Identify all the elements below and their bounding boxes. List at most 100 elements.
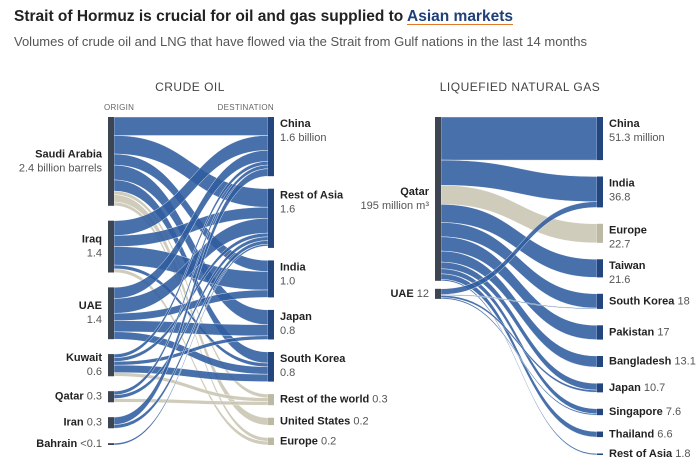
target-node [268,417,274,426]
node-name: United States [280,415,350,427]
node-name: Qatar [400,186,429,198]
source-node [435,288,441,299]
title-highlight: Asian markets [407,8,513,25]
node-name: Saudi Arabia [35,148,103,160]
node-value: 6.6 [657,428,672,440]
node-value: <0.1 [80,438,102,450]
target-node [268,260,274,298]
node-name: South Korea [280,353,346,365]
target-node [597,293,603,309]
flow [113,116,269,136]
node-label: Europe 0.2 [280,435,336,447]
node-value: 1.6 [280,204,295,216]
node-value: 1.6 billion [280,132,326,144]
target-node [268,117,274,177]
target-node [597,223,603,243]
source-node [108,117,114,206]
node-label: Qatar 0.3 [55,391,102,403]
subtitle: Volumes of crude oil and LNG that have f… [14,34,588,49]
node-name: Japan [609,382,641,394]
target-node [268,437,274,445]
node-value: 17 [657,326,669,338]
node-label: Pakistan 17 [609,326,670,338]
node-label: Iran 0.3 [63,417,102,429]
node-name: Singapore [609,406,663,418]
node-name: Iran [63,417,83,429]
node-name: Kuwait [66,352,102,364]
node-name: Rest of Asia [280,190,344,202]
node-value: 12 [417,288,429,300]
node-label: Rest of Asia 1.8 [609,448,691,460]
node-value: 0.3 [372,394,387,406]
target-node [597,355,603,367]
node-name: Rest of Asia [609,448,673,460]
node-label: United States 0.2 [280,415,369,427]
node-value: 51.3 million [609,132,665,144]
node-label: UAE 12 [390,288,429,300]
node-name: Iraq [82,233,102,245]
source-node [108,354,114,377]
node-value: 13.1 [674,355,695,367]
source-node [108,391,114,403]
target-node [268,352,274,382]
node-value: 0.8 [280,367,295,379]
target-heading: DESTINATION [218,103,275,112]
target-node [597,408,603,416]
node-name: Europe [280,435,318,447]
target-node [597,431,603,438]
flow [440,116,598,161]
target-node [268,188,274,248]
node-value: 22.7 [609,239,630,251]
node-label: Bangladesh 13.1 [609,355,696,367]
node-value: 0.3 [87,391,102,403]
node-name: Taiwan [609,260,646,272]
node-value: 0.8 [280,325,295,337]
node-value: 36.8 [609,191,630,203]
chart-title: LIQUEFIED NATURAL GAS [440,80,601,94]
target-node [597,453,603,455]
node-name: China [280,118,311,130]
node-label: South Korea 18 [609,295,690,307]
node-value: 0.3 [87,417,102,429]
node-value: 1.8 [675,448,690,460]
source-node [108,287,114,340]
node-value: 2.4 billion barrels [19,162,103,174]
node-name: India [280,261,307,273]
node-name: China [609,118,640,130]
chart-title: CRUDE OIL [155,80,225,94]
source-node [108,443,114,445]
target-node [597,325,603,340]
target-node [597,383,603,393]
title-text: Strait of Hormuz is crucial for oil and … [14,8,404,25]
target-node [268,394,274,406]
node-name: Bangladesh [609,355,672,367]
node-value: 1.4 [87,314,102,326]
node-label: Singapore 7.6 [609,406,681,418]
node-value: 1.0 [280,275,295,287]
node-value: 18 [677,295,689,307]
node-label: Rest of the world 0.3 [280,394,388,406]
node-name: UAE [79,300,102,312]
node-value: 10.7 [644,382,665,394]
node-label: Japan 10.7 [609,382,665,394]
target-node [268,309,274,340]
node-value: 195 million m³ [361,200,430,212]
title: Strait of Hormuz is crucial for oil and … [14,8,694,26]
source-node [108,417,114,429]
target-node [597,259,603,278]
source-heading: ORIGIN [104,103,134,112]
node-value: 21.6 [609,274,630,286]
node-name: UAE [390,288,413,300]
source-node [435,117,441,281]
header: Strait of Hormuz is crucial for oil and … [14,8,694,49]
target-node [597,176,603,208]
node-name: India [609,177,636,189]
node-name: Qatar [55,391,84,403]
node-name: Europe [609,225,647,237]
node-name: Thailand [609,428,654,440]
node-label: Thailand 6.6 [609,428,673,440]
target-node [597,117,603,161]
node-name: Japan [280,311,312,323]
